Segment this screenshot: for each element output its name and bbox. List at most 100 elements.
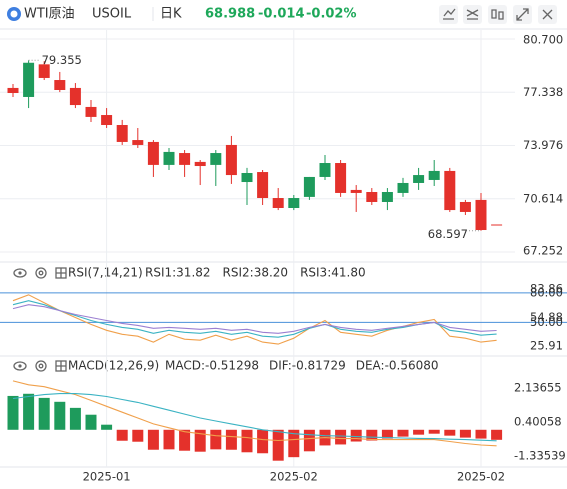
candle-body	[54, 80, 66, 91]
price-axis-label: 67.252	[523, 244, 563, 258]
rsi-axis-label: 25.91	[530, 339, 563, 353]
candle-body	[350, 189, 362, 193]
candle-body	[38, 64, 50, 78]
toggle-visibility[interactable]	[13, 361, 27, 371]
candle-body	[85, 106, 97, 117]
macd-axis-label: 2.13655	[514, 380, 562, 394]
legend-entry: DIF:-0.81729	[269, 359, 346, 373]
candle-body	[459, 201, 471, 212]
macd-bar	[7, 395, 19, 430]
macd-bar	[23, 393, 35, 430]
candle-body	[101, 115, 113, 126]
candle-body	[23, 62, 35, 97]
macd-bar	[210, 429, 222, 450]
indicator-settings-core	[38, 363, 44, 369]
macd-bar	[38, 397, 50, 430]
legend-entry: MACD:-0.51298	[165, 359, 259, 373]
macd-bar	[288, 429, 300, 458]
macd-bar	[69, 407, 81, 430]
toggle-visibility[interactable]	[13, 268, 27, 278]
indicator-settings[interactable]	[35, 360, 47, 372]
candle-body	[241, 172, 253, 183]
macd-bar	[132, 429, 144, 442]
indicator-menu-glyph	[56, 268, 66, 278]
candle-body	[319, 163, 331, 177]
candle-body	[194, 161, 206, 167]
macd-bar	[85, 414, 97, 430]
macd-bar	[366, 429, 378, 441]
macd-bar	[116, 429, 128, 441]
macd-bar	[428, 429, 440, 434]
candle-body	[163, 151, 175, 165]
macd-axis-label: 0.40058	[514, 414, 562, 428]
rsi-line	[12, 294, 497, 345]
rsi-title: RSI(7,14,21)	[68, 266, 143, 280]
macd-bar	[303, 429, 315, 452]
macd-bar	[381, 429, 393, 439]
macd-bar	[179, 429, 191, 451]
price-axis-label: 73.976	[523, 138, 563, 152]
legend-entry: RSI2:38.20	[223, 266, 289, 280]
tool-indicator[interactable]	[463, 5, 482, 24]
candle-body	[69, 87, 81, 106]
macd-line	[12, 380, 497, 447]
tool-expand-glyph	[516, 8, 529, 21]
price-axis-label: 77.338	[523, 85, 563, 99]
toolbar	[439, 5, 557, 24]
symbol-code: USOIL	[92, 7, 132, 22]
macd-bar	[225, 429, 237, 450]
macd-bar	[147, 429, 159, 450]
candle-body	[366, 192, 378, 202]
price-change: -0.014	[258, 7, 305, 22]
candle-body	[272, 198, 284, 208]
macd-line	[12, 393, 497, 442]
macd-bar	[459, 429, 471, 438]
macd-bar	[272, 429, 284, 461]
legend-entry: RSI1:31.82	[145, 266, 211, 280]
indicator-settings[interactable]	[35, 267, 47, 279]
macd-bar	[350, 429, 362, 442]
macd-bar	[241, 429, 253, 453]
low-annotation: 68.597	[428, 227, 468, 241]
tool-settings-glyph	[491, 9, 504, 20]
last-price: 68.988	[205, 7, 255, 22]
legend-entry: RSI3:41.80	[300, 266, 366, 280]
macd-axis-label: -1.33539	[514, 448, 566, 462]
candle-body	[475, 199, 487, 231]
macd-bar	[163, 429, 175, 450]
candle-body	[428, 170, 440, 180]
candle-body	[116, 125, 128, 142]
macd-bar	[397, 429, 409, 437]
rsi-toolbar	[13, 267, 67, 279]
candle-body	[179, 153, 191, 165]
price-change-pct: -0.02%	[306, 7, 357, 22]
macd-bar	[257, 429, 269, 454]
symbol-icon-dot	[10, 10, 18, 18]
price-axis-label: 80.700	[523, 33, 563, 47]
tool-draw[interactable]	[439, 5, 458, 24]
candle-body	[491, 224, 503, 226]
candle-body	[210, 153, 222, 165]
macd-title: MACD(12,26,9)	[68, 359, 159, 373]
toggle-visibility-pupil	[18, 271, 22, 275]
tool-indicator-glyph	[466, 9, 479, 20]
tool-close-glyph	[542, 9, 553, 20]
candle-body	[335, 163, 347, 193]
candle-body	[444, 170, 456, 211]
candle-body	[397, 182, 409, 193]
macd-bar	[194, 429, 206, 452]
tool-settings[interactable]	[488, 5, 507, 24]
rsi-axis-label: 50.00	[530, 315, 563, 329]
tool-draw-glyph	[443, 8, 456, 20]
rsi-line	[12, 304, 497, 334]
macd-bar	[54, 401, 66, 430]
rsi-axis-label: 80.00	[530, 285, 563, 299]
rsi-axis-label: 54.88	[530, 310, 563, 324]
macd-bar	[491, 429, 503, 440]
candle-body	[303, 176, 315, 197]
candle-body	[381, 192, 393, 202]
macd-bar	[413, 429, 425, 435]
period-selector[interactable]: 日K	[160, 7, 182, 22]
rsi-axis-label: 83.86	[530, 282, 563, 296]
